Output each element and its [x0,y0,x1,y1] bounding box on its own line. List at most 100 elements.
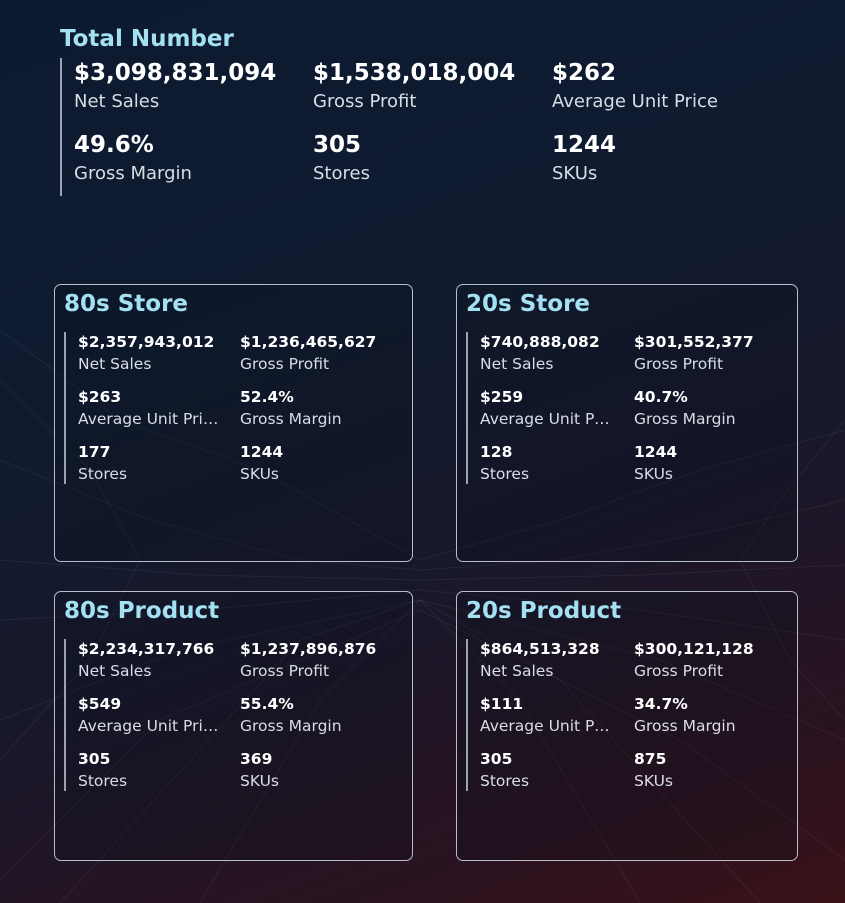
kpi-average-unit-price: $263 Average Unit Price [78,387,240,442]
card-kpi-grid: $740,888,082 Net Sales $301,552,377 Gros… [466,332,789,484]
kpi-label: Gross Margin [240,717,342,735]
kpi-label: SKUs [240,465,280,483]
kpi-value: $864,513,328 [480,640,600,658]
kpi-net-sales: $3,098,831,094 Net Sales [74,58,313,120]
card-title: 20s Store [466,291,591,317]
kpi-value: $1,236,465,627 [240,333,377,351]
kpi-gross-profit: $301,552,377 Gross Profit [634,332,789,387]
kpi-gross-margin: 40.7% Gross Margin [634,387,789,442]
card-20s-store: 20s Store $740,888,082 Net Sales $301,55… [456,284,798,562]
kpi-gross-margin: 49.6% Gross Margin [74,130,313,196]
kpi-value: 875 [634,750,667,768]
kpi-label: Average Unit Price [78,717,220,735]
card-kpi-row: 128 Stores 1244 SKUs [480,442,789,484]
kpi-label: Gross Profit [240,355,330,373]
kpi-value: $300,121,128 [634,640,754,658]
kpi-label: Average Unit Price [480,717,612,735]
kpi-label: SKUs [634,465,674,483]
kpi-value: 55.4% [240,695,294,713]
kpi-value: 34.7% [634,695,688,713]
kpi-value: $259 [480,388,524,406]
kpi-label: Gross Profit [634,355,724,373]
kpi-value: 177 [78,443,111,461]
kpi-gross-profit: $300,121,128 Gross Profit [634,639,789,694]
kpi-label: Stores [313,163,370,184]
card-kpi-row: $740,888,082 Net Sales $301,552,377 Gros… [480,332,789,387]
kpi-value: 369 [240,750,273,768]
kpi-label: SKUs [552,163,598,184]
kpi-value: 305 [313,132,362,158]
kpi-stores: 305 Stores [480,749,634,791]
kpi-label: SKUs [240,772,280,790]
kpi-value: 40.7% [634,388,688,406]
card-kpi-row: $263 Average Unit Price 52.4% Gross Marg… [78,387,400,442]
kpi-net-sales: $2,357,943,012 Net Sales [78,332,240,387]
kpi-stores: 128 Stores [480,442,634,484]
kpi-label: Net Sales [78,355,152,373]
card-20s-product: 20s Product $864,513,328 Net Sales $300,… [456,591,798,861]
kpi-value: 305 [480,750,513,768]
card-kpi-row: $259 Average Unit Price 40.7% Gross Marg… [480,387,789,442]
kpi-value: $301,552,377 [634,333,754,351]
card-title: 80s Store [64,291,189,317]
kpi-value: $2,357,943,012 [78,333,215,351]
kpi-value: $2,234,317,766 [78,640,215,658]
kpi-label: Stores [78,772,128,790]
kpi-gross-profit: $1,237,896,876 Gross Profit [240,639,400,694]
kpi-value: $111 [480,695,524,713]
kpi-label: Average Unit Price [78,410,220,428]
total-kpi-row: 49.6% Gross Margin 305 Stores 1244 SKUs [74,130,800,196]
kpi-value: 49.6% [74,132,154,158]
kpi-label: Net Sales [78,662,152,680]
kpi-average-unit-price: $262 Average Unit Price [552,58,791,120]
kpi-average-unit-price: $259 Average Unit Price [480,387,634,442]
total-kpi-row: $3,098,831,094 Net Sales $1,538,018,004 … [74,58,800,120]
kpi-gross-margin: 55.4% Gross Margin [240,694,400,749]
kpi-label: Average Unit Price [480,410,612,428]
kpi-net-sales: $740,888,082 Net Sales [480,332,634,387]
kpi-skus: 875 SKUs [634,749,789,791]
card-kpi-row: $2,234,317,766 Net Sales $1,237,896,876 … [78,639,400,694]
kpi-skus: 1244 SKUs [552,130,791,196]
kpi-label: Net Sales [74,91,160,112]
total-kpi-grid: $3,098,831,094 Net Sales $1,538,018,004 … [60,58,800,196]
kpi-skus: 1244 SKUs [240,442,400,484]
kpi-value: $1,237,896,876 [240,640,377,658]
kpi-value: 52.4% [240,388,294,406]
total-number-section: Total Number $3,098,831,094 Net Sales $1… [60,26,800,196]
kpi-gross-profit: $1,236,465,627 Gross Profit [240,332,400,387]
kpi-label: Net Sales [480,662,554,680]
kpi-label: Gross Margin [634,717,736,735]
kpi-value: $549 [78,695,122,713]
kpi-label: Gross Margin [74,163,192,184]
kpi-value: $263 [78,388,122,406]
kpi-label: Stores [480,772,530,790]
kpi-net-sales: $2,234,317,766 Net Sales [78,639,240,694]
kpi-label: Gross Profit [240,662,330,680]
kpi-label: Average Unit Price [552,91,718,112]
card-kpi-row: $549 Average Unit Price 55.4% Gross Marg… [78,694,400,749]
kpi-label: Gross Margin [634,410,736,428]
kpi-skus: 369 SKUs [240,749,400,791]
kpi-value: $1,538,018,004 [313,60,516,86]
card-kpi-row: $2,357,943,012 Net Sales $1,236,465,627 … [78,332,400,387]
kpi-value: 128 [480,443,513,461]
card-title: 20s Product [466,598,622,624]
card-kpi-grid: $2,357,943,012 Net Sales $1,236,465,627 … [64,332,400,484]
kpi-value: 1244 [634,443,678,461]
kpi-gross-margin: 34.7% Gross Margin [634,694,789,749]
card-80s-store: 80s Store $2,357,943,012 Net Sales $1,23… [54,284,413,562]
total-number-title: Total Number [60,26,234,52]
kpi-label: Net Sales [480,355,554,373]
kpi-value: $262 [552,60,617,86]
kpi-stores: 305 Stores [78,749,240,791]
card-kpi-row: 305 Stores 875 SKUs [480,749,789,791]
kpi-label: Gross Profit [313,91,417,112]
kpi-gross-profit: $1,538,018,004 Gross Profit [313,58,552,120]
kpi-stores: 305 Stores [313,130,552,196]
kpi-value: $3,098,831,094 [74,60,277,86]
kpi-value: 1244 [240,443,284,461]
card-kpi-grid: $2,234,317,766 Net Sales $1,237,896,876 … [64,639,400,791]
kpi-value: 305 [78,750,111,768]
card-kpi-row: 305 Stores 369 SKUs [78,749,400,791]
